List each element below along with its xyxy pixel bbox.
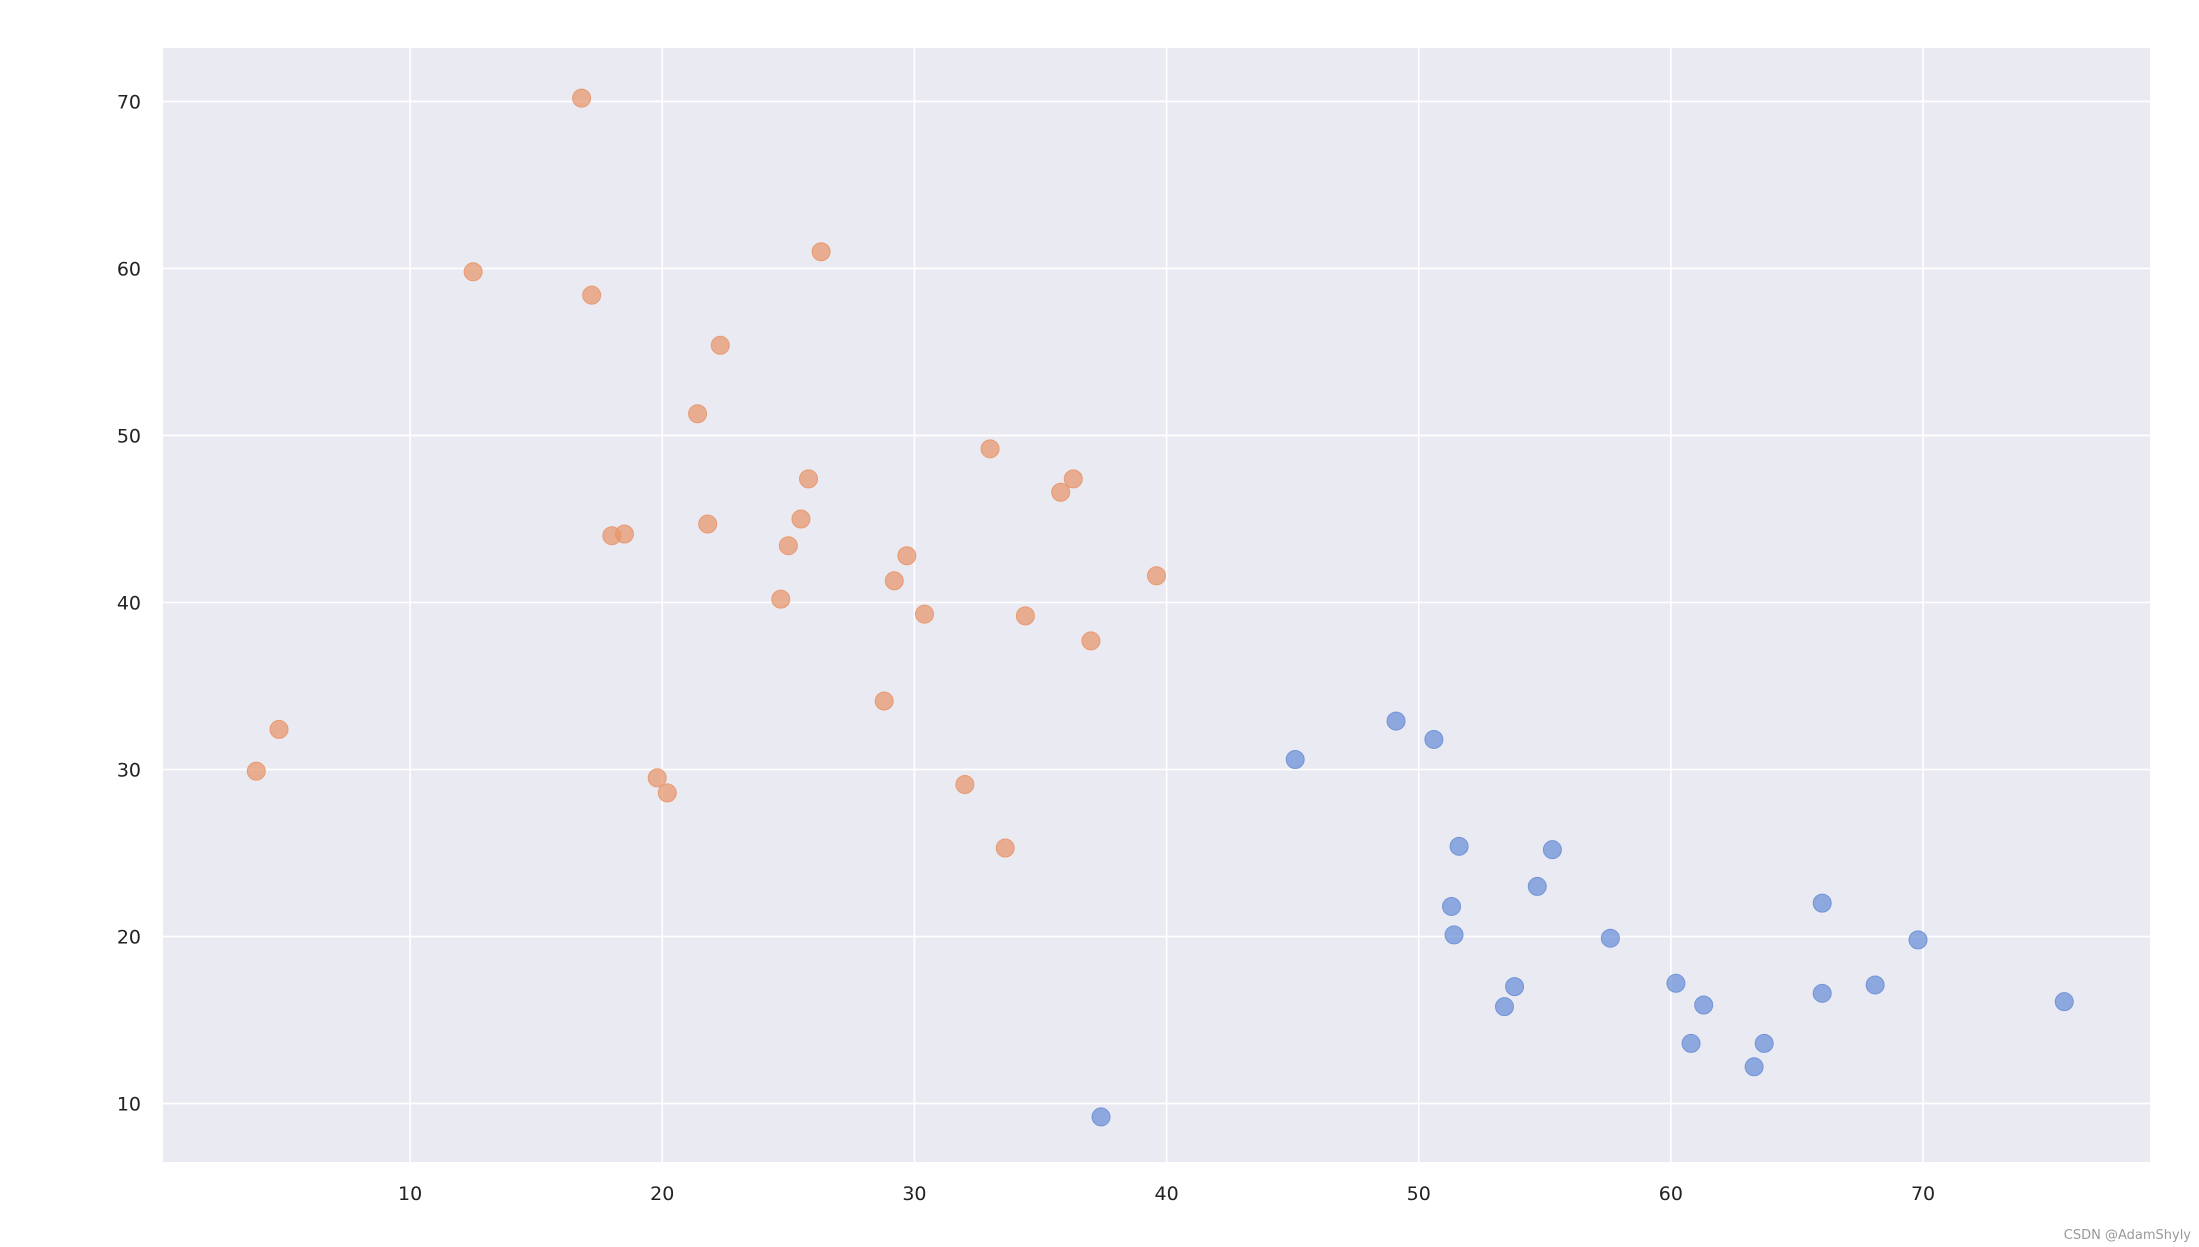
scatter-point-series-2 xyxy=(1865,975,1885,995)
scatter-point-series-2 xyxy=(1091,1107,1111,1127)
y-tick-labels: 10 20 30 40 50 60 70 xyxy=(117,91,141,1115)
x-tick-label: 40 xyxy=(1154,1183,1178,1205)
scatter-point-series-1 xyxy=(799,469,819,489)
scatter-point-series-2 xyxy=(1444,925,1464,945)
scatter-point-series-1 xyxy=(874,691,894,711)
scatter-point-series-2 xyxy=(1424,729,1444,749)
y-tick-label: 10 xyxy=(117,1094,141,1116)
scatter-point-series-1 xyxy=(791,509,811,529)
scatter-point-series-1 xyxy=(915,604,935,624)
scatter-point-series-2 xyxy=(1754,1033,1774,1053)
scatter-point-series-1 xyxy=(811,242,831,262)
scatter-point-series-2 xyxy=(1527,876,1547,896)
scatter-point-series-1 xyxy=(463,262,483,282)
scatter-point-series-1 xyxy=(582,285,602,305)
scatter-point-series-1 xyxy=(771,589,791,609)
y-tick-label: 30 xyxy=(117,760,141,782)
scatter-point-series-1 xyxy=(1051,482,1071,502)
watermark: CSDN @AdamShyly xyxy=(2063,1228,2191,1243)
scatter-point-series-2 xyxy=(1744,1057,1764,1077)
scatter-point-series-1 xyxy=(657,783,677,803)
scatter-point-series-2 xyxy=(1386,711,1406,731)
scatter-point-series-1 xyxy=(955,775,975,795)
x-tick-label: 10 xyxy=(398,1183,422,1205)
scatter-point-series-2 xyxy=(1600,928,1620,948)
y-tick-label: 60 xyxy=(117,258,141,280)
y-tick-label: 70 xyxy=(117,91,141,113)
scatter-point-series-2 xyxy=(1694,995,1714,1015)
y-tick-label: 20 xyxy=(117,927,141,949)
x-tick-label: 30 xyxy=(902,1183,926,1205)
scatter-point-series-1 xyxy=(1015,606,1035,626)
scatter-point-series-1 xyxy=(269,719,289,739)
scatter-point-series-2 xyxy=(1681,1033,1701,1053)
scatter-point-series-2 xyxy=(1449,836,1469,856)
scatter-point-series-1 xyxy=(1081,631,1101,651)
scatter-point-series-2 xyxy=(1542,840,1562,860)
scatter-point-series-1 xyxy=(1063,469,1083,489)
scatter-point-series-1 xyxy=(647,768,667,788)
scatter-point-series-1 xyxy=(884,571,904,591)
scatter-point-series-2 xyxy=(2054,992,2074,1012)
scatter-point-series-1 xyxy=(698,514,718,534)
x-tick-label: 50 xyxy=(1407,1183,1431,1205)
scatter-point-series-1 xyxy=(980,439,1000,459)
scatter-point-series-2 xyxy=(1812,893,1832,913)
y-tick-label: 50 xyxy=(117,425,141,447)
scatter-point-series-2 xyxy=(1442,896,1462,916)
scatter-point-series-1 xyxy=(778,536,798,556)
y-tick-label: 40 xyxy=(117,592,141,614)
grid-lines xyxy=(163,48,2150,1162)
scatter-point-series-1 xyxy=(688,404,708,424)
scatter-point-series-1 xyxy=(246,761,266,781)
x-tick-label: 20 xyxy=(650,1183,674,1205)
scatter-point-series-2 xyxy=(1285,749,1305,769)
scatter-point-series-1 xyxy=(1147,566,1166,586)
plot-background xyxy=(163,48,2150,1162)
scatter-point-series-1 xyxy=(897,546,917,566)
scatter-point-series-1 xyxy=(995,838,1015,858)
scatter-point-series-1 xyxy=(710,335,730,355)
x-tick-labels: 10 20 30 40 50 60 70 xyxy=(398,1183,1935,1205)
scatter-point-series-2 xyxy=(1666,973,1686,993)
scatter-point-series-2 xyxy=(1494,997,1514,1017)
scatter-point-series-1 xyxy=(614,524,634,544)
scatter-point-series-2 xyxy=(1908,930,1928,950)
x-tick-label: 60 xyxy=(1659,1183,1683,1205)
scatter-point-series-2 xyxy=(1812,983,1832,1003)
x-tick-label: 70 xyxy=(1911,1183,1935,1205)
scatter-point-series-2 xyxy=(1505,977,1525,997)
data-points xyxy=(246,88,2074,1127)
scatter-point-series-1 xyxy=(572,88,592,108)
